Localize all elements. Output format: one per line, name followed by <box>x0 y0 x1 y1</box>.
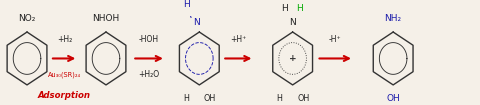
Text: H: H <box>276 94 282 103</box>
Text: +H⁺: +H⁺ <box>230 35 247 44</box>
Text: -H⁺: -H⁺ <box>329 35 342 44</box>
Text: H: H <box>296 4 303 13</box>
Text: Au₃₀(SR)₂₄: Au₃₀(SR)₂₄ <box>48 71 81 78</box>
Text: N: N <box>193 18 200 27</box>
Text: -HOH: -HOH <box>139 35 159 44</box>
Text: OH: OH <box>204 94 216 103</box>
Text: +: + <box>289 54 297 63</box>
Text: NHOH: NHOH <box>92 14 120 23</box>
Text: H: H <box>183 94 189 103</box>
Text: N: N <box>289 18 296 27</box>
Text: OH: OH <box>297 94 309 103</box>
Text: H: H <box>183 0 190 9</box>
Text: +H₂O: +H₂O <box>139 70 160 79</box>
Text: H: H <box>281 4 288 13</box>
Text: +H₂: +H₂ <box>57 35 72 44</box>
Text: Adsorption: Adsorption <box>38 91 91 100</box>
Text: NO₂: NO₂ <box>18 14 36 23</box>
Text: OH: OH <box>386 94 400 103</box>
Text: NH₂: NH₂ <box>384 14 402 23</box>
